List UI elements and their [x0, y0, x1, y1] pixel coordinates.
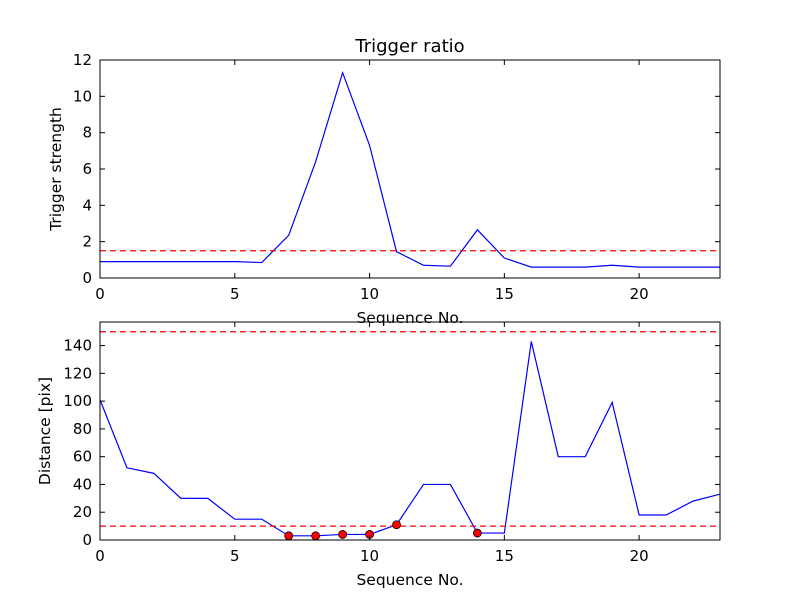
y-tick-label: 20 [73, 503, 92, 521]
y-tick-label: 4 [82, 196, 92, 214]
series-line-0 [100, 70, 720, 268]
x-tick-label: 15 [495, 547, 514, 565]
y-tick-label: 100 [63, 392, 92, 410]
data-marker [338, 530, 348, 539]
series-line-0 [100, 341, 720, 537]
x-tick-label: 10 [360, 285, 379, 303]
axes-frame [99, 321, 721, 541]
data-marker [311, 531, 321, 541]
y-tick-label: 40 [73, 475, 92, 493]
x-axis-label: Sequence No. [356, 309, 463, 327]
x-tick-label: 5 [230, 285, 240, 303]
y-tick-label: 80 [73, 420, 92, 438]
x-tick-label: 15 [495, 285, 514, 303]
y-tick-label: 8 [82, 124, 92, 142]
x-axis-label: Sequence No. [356, 571, 463, 589]
data-marker [392, 520, 401, 530]
y-axis-label: Distance [pix] [36, 377, 54, 485]
y-tick-label: 60 [73, 448, 92, 466]
y-tick-label: 120 [63, 364, 92, 382]
x-tick-label: 10 [360, 547, 379, 565]
y-tick-label: 2 [82, 233, 92, 251]
y-axis-label: Trigger strength [47, 107, 65, 232]
x-tick-label: 20 [630, 285, 649, 303]
distance-chart: 0 5 10 15 20 0 20 40 60 80 100 120 140 Sequence No. Di… [36, 321, 721, 589]
y-tick-label: 10 [73, 87, 92, 105]
data-marker [472, 528, 482, 538]
y-tick-label: 0 [82, 269, 92, 287]
x-tick-label: 0 [95, 547, 105, 565]
data-marker [284, 531, 294, 541]
x-tick-label: 5 [230, 547, 240, 565]
y-tick-label: 6 [82, 160, 92, 178]
y-tick-label: 140 [63, 337, 92, 355]
chart-title: Trigger ratio [354, 36, 464, 57]
y-tick-label: 12 [73, 51, 92, 69]
x-tick-label: 0 [95, 285, 105, 303]
x-tick-label: 20 [630, 547, 649, 565]
y-tick-label: 0 [82, 531, 92, 549]
